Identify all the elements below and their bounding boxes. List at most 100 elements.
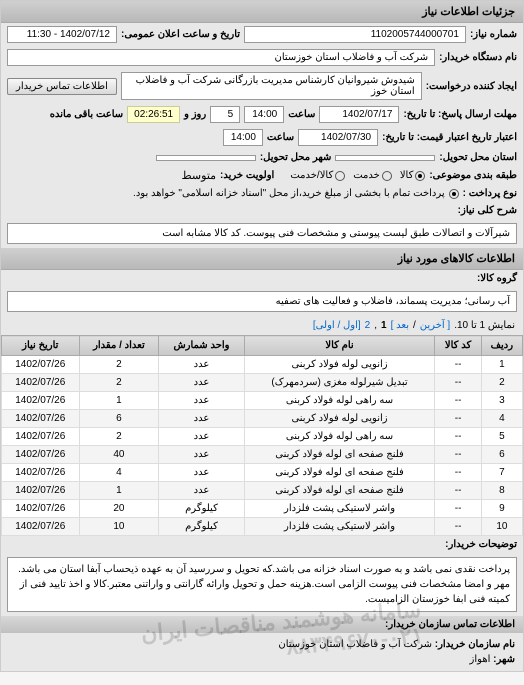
table-cell: 1402/07/26 <box>2 500 80 518</box>
table-cell: -- <box>435 482 481 500</box>
contact-buyer-button[interactable]: اطلاعات تماس خریدار <box>7 78 117 95</box>
table-cell: 8 <box>481 482 522 500</box>
table-cell: تبدیل شیرلوله مغزی (سردمهرک) <box>244 374 435 392</box>
days-remaining: 5 <box>210 106 240 123</box>
need-no-label: شماره نیاز: <box>470 29 517 40</box>
table-cell: -- <box>435 374 481 392</box>
table-header: ردیف <box>481 336 522 356</box>
table-cell: عدد <box>159 410 244 428</box>
table-row: 1--زانویی لوله فولاد کربنیعدد21402/07/26 <box>2 356 523 374</box>
table-cell: فلنج صفحه ای لوله فولاد کربنی <box>244 482 435 500</box>
pack-label: طبقه بندی موضوعی: <box>429 170 517 181</box>
table-cell: -- <box>435 410 481 428</box>
radio-goods[interactable] <box>415 171 425 181</box>
announce-label: تاریخ و ساعت اعلان عمومی: <box>121 29 240 40</box>
pagination: نمایش 1 تا 10. [ آخرین / بعد ] 1 , 2 [او… <box>1 316 523 335</box>
table-cell: فلنج صفحه ای لوله فولاد کربنی <box>244 446 435 464</box>
table-row: 5--سه راهی لوله فولاد کربنیعدد21402/07/2… <box>2 428 523 446</box>
table-cell: واشر لاستیکی پشت فلزدار <box>244 518 435 536</box>
table-cell: عدد <box>159 392 244 410</box>
table-cell: عدد <box>159 356 244 374</box>
radio-goods-label: کالا <box>400 170 414 181</box>
table-cell: 10 <box>79 518 159 536</box>
province-label: استان محل تحویل: <box>439 152 517 163</box>
table-cell: 7 <box>481 464 522 482</box>
time-label-1: ساعت <box>288 109 315 120</box>
table-cell: زانویی لوله فولاد کربنی <box>244 410 435 428</box>
deadline-time: 14:00 <box>244 106 284 123</box>
table-cell: 2 <box>79 374 159 392</box>
table-cell: 2 <box>79 428 159 446</box>
table-row: 2--تبدیل شیرلوله مغزی (سردمهرک)عدد21402/… <box>2 374 523 392</box>
payment-radio[interactable] <box>449 189 459 199</box>
table-cell: 1402/07/26 <box>2 374 80 392</box>
table-header: تعداد / مقدار <box>79 336 159 356</box>
announce-value: 1402/07/12 - 11:30 <box>7 26 117 43</box>
table-cell: 1 <box>481 356 522 374</box>
table-cell: -- <box>435 392 481 410</box>
page-1[interactable]: 1 <box>381 320 387 331</box>
table-cell: عدد <box>159 482 244 500</box>
desc-label: شرح کلی نیاز: <box>458 205 517 216</box>
days-label: روز و <box>184 109 206 120</box>
radio-both-label: کالا/خدمت <box>290 170 333 181</box>
table-cell: 1 <box>79 392 159 410</box>
countdown-timer: 02:26:51 <box>127 106 180 123</box>
requester-label: ایجاد کننده درخواست: <box>426 81 517 92</box>
table-cell: 4 <box>79 464 159 482</box>
table-cell: عدد <box>159 374 244 392</box>
table-cell: 1 <box>79 482 159 500</box>
buyer-label: نام دستگاه خریدار: <box>439 52 517 63</box>
org-label: نام سازمان خریدار: <box>435 639 515 650</box>
table-header: تاریخ نیاز <box>2 336 80 356</box>
table-cell: 2 <box>79 356 159 374</box>
table-cell: 1402/07/26 <box>2 410 80 428</box>
table-header: واحد شمارش <box>159 336 244 356</box>
notes-label: توضیحات خریدار: <box>445 539 517 550</box>
page-last[interactable]: [ آخرین <box>420 320 450 331</box>
page-2[interactable]: 2 <box>365 320 371 331</box>
priority-value: متوسط <box>181 169 216 182</box>
table-cell: کیلوگرم <box>159 500 244 518</box>
panel-header: جزئیات اطلاعات نیاز <box>1 1 523 23</box>
table-cell: 1402/07/26 <box>2 518 80 536</box>
org-value: شرکت آب و فاضلاب استان خوزستان <box>278 639 432 650</box>
table-cell: سه راهی لوله فولاد کربنی <box>244 392 435 410</box>
page-next[interactable]: بعد ] <box>391 320 409 331</box>
group-label: گروه کالا: <box>477 273 517 284</box>
need-no-value: 1102005744000701 <box>244 26 466 43</box>
goods-table: ردیفکد کالانام کالاواحد شمارشتعداد / مقد… <box>1 335 523 536</box>
table-cell: 1402/07/26 <box>2 428 80 446</box>
table-cell: 1402/07/26 <box>2 392 80 410</box>
table-cell: 1402/07/26 <box>2 482 80 500</box>
pagination-text: نمایش 1 تا 10. <box>454 320 515 331</box>
table-cell: 1402/07/26 <box>2 446 80 464</box>
pack-radio-group: کالا خدمت کالا/خدمت <box>290 170 425 181</box>
city2-value: اهواز <box>470 654 491 665</box>
table-cell: -- <box>435 356 481 374</box>
table-cell: 4 <box>481 410 522 428</box>
table-cell: عدد <box>159 464 244 482</box>
table-cell: -- <box>435 446 481 464</box>
validity-label: اعتبار تاریخ اعتبار قیمت: تا تاریخ: <box>382 132 517 143</box>
table-row: 6--فلنج صفحه ای لوله فولاد کربنیعدد40140… <box>2 446 523 464</box>
table-cell: 10 <box>481 518 522 536</box>
desc-value: شیرآلات و اتصالات طبق لیست پیوستی و مشخص… <box>7 223 517 244</box>
radio-service[interactable] <box>382 171 392 181</box>
group-value: آب رسانی؛ مدیریت پسماند، فاضلاب و فعالیت… <box>7 291 517 312</box>
radio-both[interactable] <box>335 171 345 181</box>
table-cell: 9 <box>481 500 522 518</box>
table-cell: -- <box>435 464 481 482</box>
table-row: 4--زانویی لوله فولاد کربنیعدد61402/07/26 <box>2 410 523 428</box>
validity-time: 14:00 <box>223 129 263 146</box>
table-cell: -- <box>435 428 481 446</box>
table-cell: 20 <box>79 500 159 518</box>
table-cell: -- <box>435 500 481 518</box>
table-header: نام کالا <box>244 336 435 356</box>
deadline-label: مهلت ارسال پاسخ: تا تاریخ: <box>403 109 517 120</box>
table-cell: 3 <box>481 392 522 410</box>
page-first[interactable]: [اول / اولی] <box>313 320 361 331</box>
table-cell: 6 <box>79 410 159 428</box>
province-value <box>335 155 435 161</box>
time-label-2: ساعت <box>267 132 294 143</box>
